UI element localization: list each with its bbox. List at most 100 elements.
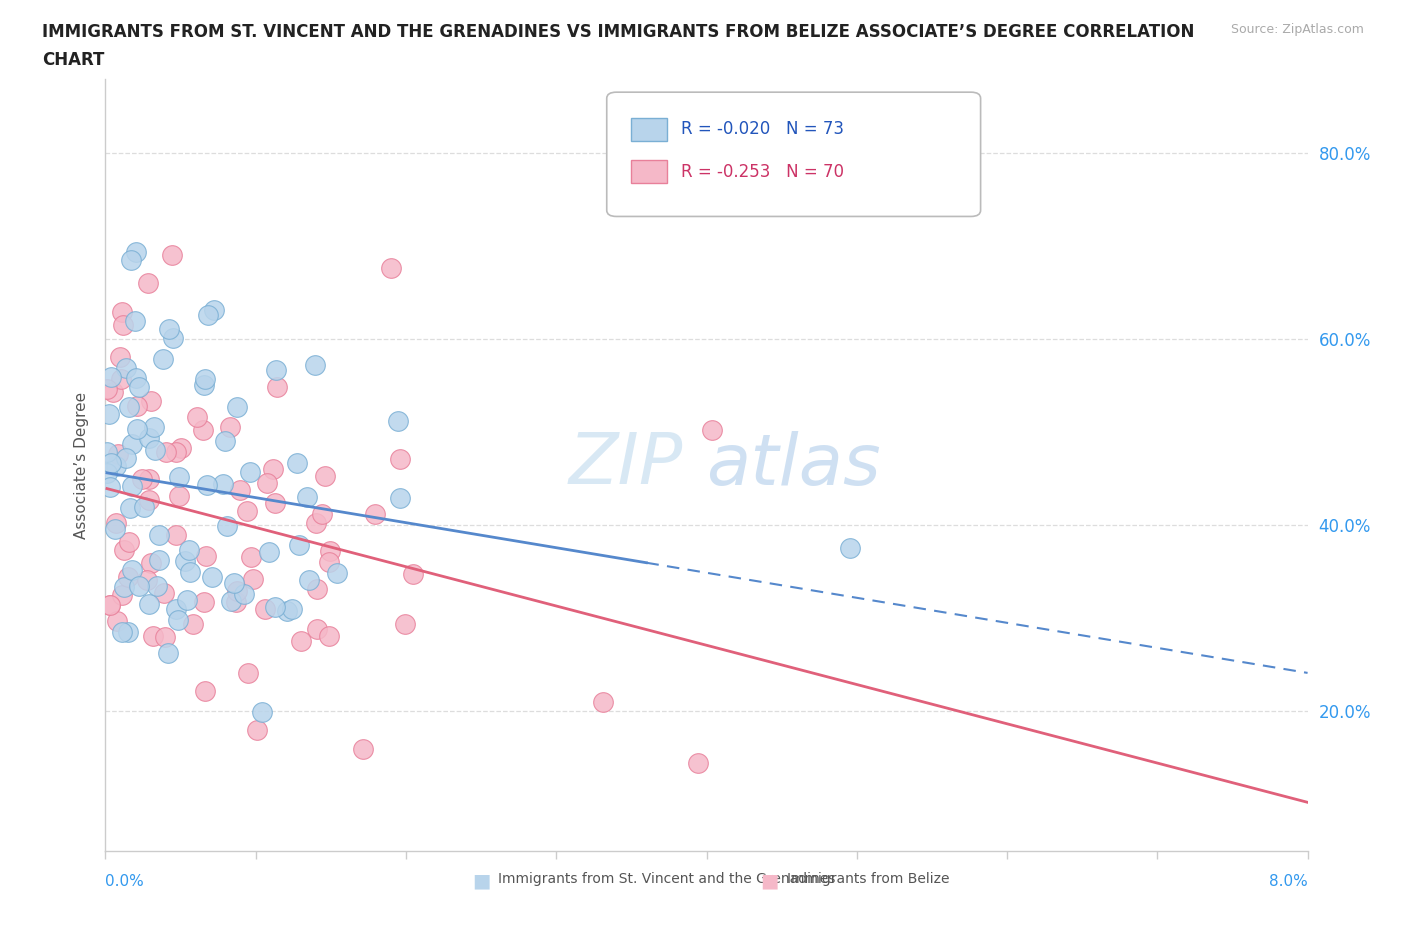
- Point: [165, 602, 187, 617]
- Point: [153, 585, 176, 600]
- Point: [201, 570, 224, 585]
- Point: [307, 621, 329, 636]
- Text: Source: ZipAtlas.com: Source: ZipAtlas.com: [1230, 23, 1364, 36]
- Point: [318, 629, 340, 644]
- Bar: [631, 160, 666, 183]
- Point: [138, 597, 160, 612]
- Point: [295, 489, 318, 504]
- Point: [197, 307, 219, 322]
- Point: [236, 666, 259, 681]
- Point: [138, 472, 160, 486]
- Point: [155, 445, 177, 459]
- Point: [387, 413, 409, 428]
- Point: [305, 516, 328, 531]
- Point: [120, 252, 142, 267]
- Point: [110, 624, 132, 639]
- Point: [100, 369, 122, 384]
- Point: [281, 602, 304, 617]
- Point: [111, 318, 134, 333]
- Point: [143, 419, 166, 434]
- Point: [125, 370, 148, 385]
- Point: [107, 446, 129, 461]
- Point: [125, 245, 148, 259]
- Point: [592, 695, 614, 710]
- Point: [318, 555, 340, 570]
- Text: 0.0%: 0.0%: [105, 874, 145, 889]
- Text: ■: ■: [761, 871, 779, 890]
- Point: [225, 594, 247, 609]
- Point: [124, 313, 146, 328]
- Point: [121, 478, 143, 493]
- Point: [202, 303, 225, 318]
- Point: [232, 587, 254, 602]
- Bar: [631, 118, 666, 140]
- Point: [242, 572, 264, 587]
- Point: [128, 380, 150, 395]
- Point: [167, 613, 190, 628]
- Point: [222, 576, 245, 591]
- Point: [246, 722, 269, 737]
- Point: [402, 567, 425, 582]
- Point: [304, 358, 326, 373]
- Point: [111, 588, 134, 603]
- Point: [100, 455, 122, 470]
- Text: ZIP: ZIP: [568, 431, 682, 499]
- Point: [221, 593, 243, 608]
- Point: [311, 506, 333, 521]
- Point: [389, 451, 412, 466]
- Point: [314, 469, 336, 484]
- Point: [298, 573, 321, 588]
- Point: [142, 629, 165, 644]
- Point: [256, 476, 278, 491]
- Point: [239, 465, 262, 480]
- Point: [264, 362, 287, 377]
- Point: [118, 535, 141, 550]
- Point: [121, 563, 143, 578]
- Point: [257, 544, 280, 559]
- Point: [165, 528, 187, 543]
- Point: [183, 617, 205, 631]
- Point: [139, 555, 162, 570]
- Point: [686, 756, 709, 771]
- Point: [111, 305, 134, 320]
- Point: [148, 527, 170, 542]
- Point: [193, 684, 215, 698]
- Point: [146, 579, 169, 594]
- Point: [103, 521, 125, 536]
- Point: [388, 490, 411, 505]
- Point: [380, 260, 402, 275]
- Point: [195, 477, 218, 492]
- Point: [155, 630, 177, 644]
- Text: Immigrants from St. Vincent and the Grenadines: Immigrants from St. Vincent and the Gren…: [499, 872, 835, 886]
- Point: [152, 352, 174, 366]
- Point: [186, 410, 208, 425]
- Text: IMMIGRANTS FROM ST. VINCENT AND THE GRENADINES VS IMMIGRANTS FROM BELIZE ASSOCIA: IMMIGRANTS FROM ST. VINCENT AND THE GREN…: [42, 23, 1195, 41]
- Point: [219, 420, 242, 435]
- Point: [108, 350, 131, 365]
- Point: [285, 455, 308, 470]
- Point: [96, 444, 118, 458]
- Point: [254, 602, 277, 617]
- Point: [114, 451, 136, 466]
- Point: [115, 360, 138, 375]
- Point: [193, 595, 215, 610]
- Point: [170, 441, 193, 456]
- Point: [138, 493, 160, 508]
- Point: [120, 500, 142, 515]
- Point: [191, 423, 214, 438]
- Point: [364, 507, 387, 522]
- Point: [148, 552, 170, 567]
- Point: [174, 553, 197, 568]
- Point: [162, 331, 184, 346]
- Point: [195, 549, 218, 564]
- Point: [211, 477, 233, 492]
- Point: [179, 565, 201, 579]
- Point: [125, 421, 148, 436]
- Point: [157, 321, 180, 336]
- Point: [290, 633, 312, 648]
- Point: [98, 406, 121, 421]
- Point: [96, 381, 118, 396]
- Point: [128, 578, 150, 593]
- Point: [121, 437, 143, 452]
- Point: [117, 400, 139, 415]
